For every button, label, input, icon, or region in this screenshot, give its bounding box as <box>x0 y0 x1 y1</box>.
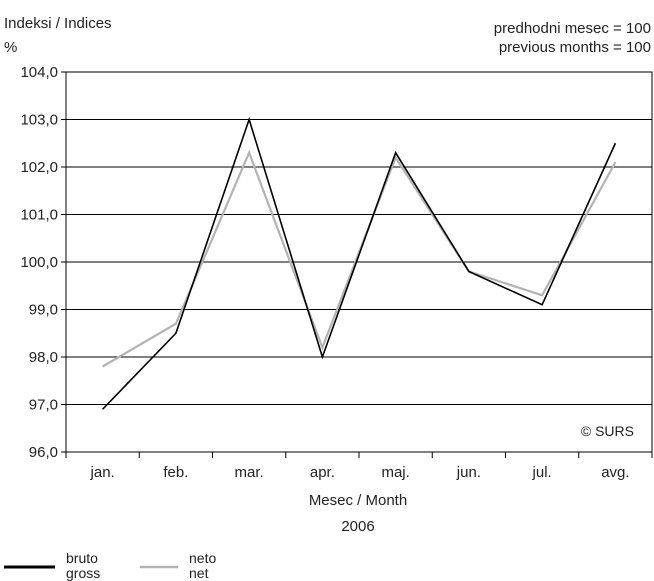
chart-title: Indeksi / Indices <box>4 15 112 32</box>
x-tick-label: jun. <box>456 464 481 481</box>
y-axis-unit: % <box>4 39 17 56</box>
legend-label-gross: gross <box>66 565 100 581</box>
x-tick-label: jan. <box>90 464 115 481</box>
y-tick-label: 99,0 <box>29 302 58 319</box>
series-line-bruto <box>102 116 617 410</box>
legend-label-net: net <box>189 565 209 581</box>
y-tick-label: 102,0 <box>20 159 58 176</box>
y-tick-label: 97,0 <box>29 397 58 414</box>
y-axis-ticks: 96,0 97,0 98,0 99,0 100,0 101,0 102,0 103,0 104,… <box>20 64 66 461</box>
x-tick-label: maj. <box>381 464 409 481</box>
x-axis-ticks: jan. feb. mar. apr. maj. jun. jul. avg. <box>65 452 653 481</box>
x-tick-label: apr. <box>310 464 335 481</box>
x-axis-label: Mesec / Month <box>309 492 407 509</box>
plot-frame <box>65 71 653 453</box>
base-note-line-1: predhodni mesec = 100 <box>494 20 651 37</box>
x-axis-sublabel: 2006 <box>341 518 374 535</box>
base-note-line-2: previous months = 100 <box>499 39 651 56</box>
legend-label-bruto: bruto <box>66 550 98 566</box>
x-tick-label: avg. <box>601 464 629 481</box>
y-tick-label: 100,0 <box>20 254 58 271</box>
copyright-label: © SURS <box>581 423 634 439</box>
y-tick-label: 103,0 <box>20 112 58 129</box>
y-tick-label: 98,0 <box>29 349 58 366</box>
x-tick-label: mar. <box>235 464 264 481</box>
y-tick-label: 101,0 <box>20 207 58 224</box>
series-lines <box>102 116 617 410</box>
y-tick-label: 104,0 <box>20 64 58 81</box>
x-tick-label: jul. <box>532 464 552 481</box>
legend-label-neto: neto <box>189 550 216 566</box>
y-tick-label: 96,0 <box>29 444 58 461</box>
x-tick-label: feb. <box>163 464 188 481</box>
legend: bruto gross neto net <box>4 550 216 581</box>
